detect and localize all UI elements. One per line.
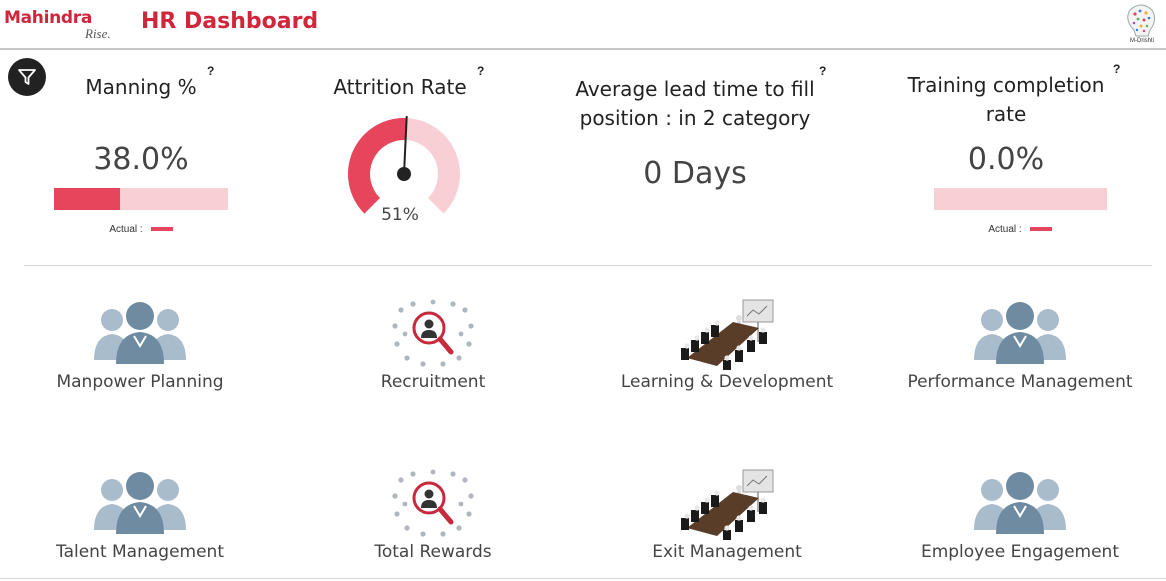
kpi-training-progress-bar — [934, 188, 1107, 210]
kpi-manning-progress-fill — [54, 188, 121, 210]
people-group-icon — [94, 302, 186, 364]
m-drishti-label: M-Drishti — [1130, 38, 1154, 44]
kpi-training-title-line2: rate — [985, 102, 1027, 126]
kpi-manning-help-icon[interactable]: ? — [207, 64, 215, 78]
gauge-hub — [397, 167, 411, 181]
kpi-training-help-icon[interactable]: ? — [1113, 62, 1121, 76]
meeting-room-icon — [681, 469, 774, 540]
module-tile-recruitment[interactable]: Recruitment — [313, 298, 553, 408]
kpi-manning-title: Manning % — [85, 75, 197, 99]
module-tile-manpower-planning[interactable]: Manpower Planning — [20, 298, 260, 408]
kpi-lead-time-title-line2: position : in 2 category — [579, 106, 811, 130]
kpi-attrition-value: 51% — [381, 205, 419, 225]
m-drishti-logo-icon[interactable] — [1120, 2, 1162, 46]
module-tile-employee-engagement[interactable]: Employee Engagement — [900, 468, 1140, 578]
section-divider — [24, 265, 1152, 266]
bottom-divider — [0, 578, 1166, 579]
kpi-manning-legend: Actual : — [54, 224, 228, 235]
module-tile-label: Employee Engagement — [920, 542, 1120, 562]
module-tile-learning-development[interactable]: Learning & Development — [607, 298, 847, 408]
kpi-attrition: Attrition Rate ? 51% — [300, 60, 500, 260]
module-tile-exit-management[interactable]: Exit Management — [607, 468, 847, 578]
app-header: Mahindra Rise. HR Dashboard M-Drishti — [0, 0, 1166, 50]
kpi-lead-time: Average lead time to fill position : in … — [560, 60, 830, 260]
kpi-attrition-title: Attrition Rate — [333, 75, 467, 99]
kpi-training: Training completion rate ? 0.0% Actual : — [900, 60, 1121, 260]
module-tile-label: Learning & Development — [620, 372, 834, 392]
legend-swatch-icon — [1029, 227, 1052, 232]
kpi-manning-progress-bar — [54, 188, 228, 210]
kpi-lead-time-title-line1: Average lead time to fill — [575, 77, 815, 101]
kpi-lead-time-value: 0 Days — [643, 156, 747, 191]
module-tile-label: Exit Management — [652, 542, 802, 562]
kpi-lead-time-help-icon[interactable]: ? — [819, 64, 827, 78]
module-tile-label: Talent Management — [56, 542, 224, 562]
people-group-icon — [94, 472, 186, 534]
module-tile-total-rewards[interactable]: Total Rewards — [313, 468, 553, 578]
people-group-icon — [974, 302, 1066, 364]
kpi-manning: Manning % ? 38.0% Actual : — [54, 60, 228, 260]
mahindra-logo[interactable]: Mahindra Rise. — [4, 8, 114, 44]
attrition-gauge — [348, 116, 460, 214]
kpi-manning-value: 38.0% — [93, 142, 189, 177]
module-tile-label: Recruitment — [380, 372, 486, 392]
kpi-attrition-help-icon[interactable]: ? — [477, 64, 485, 78]
module-tile-label: Total Rewards — [374, 542, 492, 562]
module-tile-talent-management[interactable]: Talent Management — [20, 468, 260, 578]
gauge-needle — [403, 116, 408, 175]
crowd-magnifier-icon — [392, 469, 474, 537]
filter-icon — [18, 69, 36, 85]
legend-swatch-icon — [150, 227, 173, 232]
module-tile-label: Manpower Planning — [56, 372, 224, 392]
kpi-manning-legend-label: Actual : — [109, 224, 143, 235]
meeting-room-icon — [681, 299, 774, 370]
filter-button[interactable] — [8, 58, 46, 96]
kpi-training-legend: Actual : — [914, 224, 1126, 235]
people-group-icon — [974, 472, 1066, 534]
logo-wordmark: Mahindra — [4, 8, 93, 28]
kpi-training-title-line1: Training completion — [907, 73, 1105, 97]
gauge-fill — [348, 118, 407, 214]
kpi-training-value: 0.0% — [967, 142, 1045, 177]
kpi-training-legend-label: Actual : — [988, 224, 1022, 235]
module-tile-label: Performance Management — [907, 372, 1133, 392]
module-tile-performance-management[interactable]: Performance Management — [900, 298, 1140, 408]
logo-tagline: Rise. — [85, 26, 111, 41]
crowd-magnifier-icon — [392, 299, 474, 367]
page-title: HR Dashboard — [141, 9, 319, 34]
